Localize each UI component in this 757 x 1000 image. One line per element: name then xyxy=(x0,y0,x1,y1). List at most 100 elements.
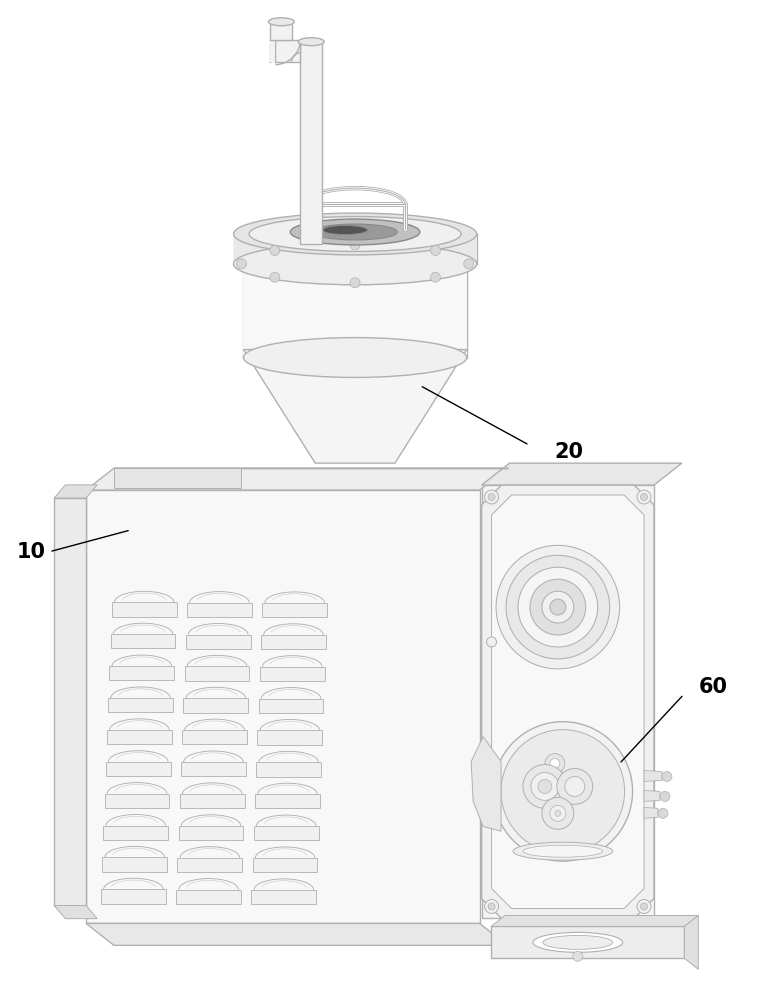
Polygon shape xyxy=(491,926,684,958)
Circle shape xyxy=(658,808,668,818)
Polygon shape xyxy=(182,730,247,744)
Polygon shape xyxy=(104,826,168,840)
Circle shape xyxy=(488,494,495,500)
Polygon shape xyxy=(260,667,325,681)
Polygon shape xyxy=(181,762,246,776)
Polygon shape xyxy=(114,468,241,488)
Circle shape xyxy=(236,259,247,269)
Polygon shape xyxy=(244,264,466,358)
Circle shape xyxy=(506,555,609,659)
Ellipse shape xyxy=(249,217,461,251)
Ellipse shape xyxy=(291,219,420,245)
Polygon shape xyxy=(86,923,507,945)
Circle shape xyxy=(496,545,620,669)
Circle shape xyxy=(640,494,647,500)
Text: 60: 60 xyxy=(699,677,727,697)
Polygon shape xyxy=(276,40,301,62)
Ellipse shape xyxy=(269,18,294,26)
Circle shape xyxy=(269,246,280,255)
Polygon shape xyxy=(187,603,252,617)
Polygon shape xyxy=(110,666,174,680)
Polygon shape xyxy=(101,889,166,904)
Circle shape xyxy=(640,903,647,910)
Polygon shape xyxy=(491,495,644,908)
Polygon shape xyxy=(104,794,170,808)
Polygon shape xyxy=(255,794,319,808)
Polygon shape xyxy=(257,762,321,777)
Polygon shape xyxy=(108,698,173,712)
Ellipse shape xyxy=(233,213,477,255)
Circle shape xyxy=(530,579,586,635)
Polygon shape xyxy=(177,858,242,872)
Ellipse shape xyxy=(313,224,397,240)
Polygon shape xyxy=(644,771,662,781)
Ellipse shape xyxy=(543,935,612,949)
Polygon shape xyxy=(471,737,501,831)
Polygon shape xyxy=(301,42,322,244)
Circle shape xyxy=(542,591,574,623)
Polygon shape xyxy=(180,794,245,808)
Circle shape xyxy=(523,765,567,808)
Circle shape xyxy=(350,278,360,288)
Circle shape xyxy=(487,637,497,647)
Polygon shape xyxy=(102,857,167,872)
Circle shape xyxy=(542,797,574,829)
Polygon shape xyxy=(86,490,480,923)
Circle shape xyxy=(493,722,633,861)
Polygon shape xyxy=(55,485,97,498)
Polygon shape xyxy=(481,485,654,918)
Circle shape xyxy=(501,730,625,853)
Polygon shape xyxy=(261,635,326,649)
Ellipse shape xyxy=(322,226,368,234)
Circle shape xyxy=(550,805,565,821)
Text: 20: 20 xyxy=(554,442,584,462)
Polygon shape xyxy=(481,485,654,918)
Circle shape xyxy=(431,272,441,282)
Polygon shape xyxy=(112,602,176,617)
Polygon shape xyxy=(491,915,698,926)
Circle shape xyxy=(531,772,559,800)
Ellipse shape xyxy=(244,338,466,377)
Polygon shape xyxy=(55,906,97,919)
Ellipse shape xyxy=(298,38,324,46)
Polygon shape xyxy=(270,40,276,62)
Polygon shape xyxy=(254,826,319,840)
Circle shape xyxy=(550,759,560,769)
Circle shape xyxy=(637,490,651,504)
Polygon shape xyxy=(185,635,251,649)
Polygon shape xyxy=(183,698,248,713)
Polygon shape xyxy=(55,498,86,906)
Circle shape xyxy=(662,772,672,781)
Circle shape xyxy=(557,769,593,804)
Polygon shape xyxy=(176,890,241,904)
Circle shape xyxy=(488,903,495,910)
Polygon shape xyxy=(644,807,658,818)
Circle shape xyxy=(660,791,670,801)
Circle shape xyxy=(550,599,565,615)
Circle shape xyxy=(350,240,360,250)
Ellipse shape xyxy=(513,842,612,860)
Circle shape xyxy=(484,490,499,504)
Circle shape xyxy=(464,259,474,269)
Polygon shape xyxy=(259,699,323,713)
Polygon shape xyxy=(253,858,317,872)
Polygon shape xyxy=(111,634,176,648)
Polygon shape xyxy=(270,22,292,40)
Polygon shape xyxy=(262,603,327,617)
Circle shape xyxy=(565,776,584,796)
Circle shape xyxy=(573,951,583,961)
Circle shape xyxy=(518,567,598,647)
Circle shape xyxy=(487,757,497,767)
Text: 10: 10 xyxy=(17,542,45,562)
Polygon shape xyxy=(644,790,660,801)
Circle shape xyxy=(555,810,561,816)
Circle shape xyxy=(637,900,651,913)
Polygon shape xyxy=(185,666,249,681)
Ellipse shape xyxy=(523,845,603,857)
Circle shape xyxy=(545,754,565,773)
Circle shape xyxy=(431,246,441,255)
Polygon shape xyxy=(107,730,172,744)
Polygon shape xyxy=(179,826,244,840)
Polygon shape xyxy=(481,463,682,485)
Polygon shape xyxy=(257,730,322,745)
